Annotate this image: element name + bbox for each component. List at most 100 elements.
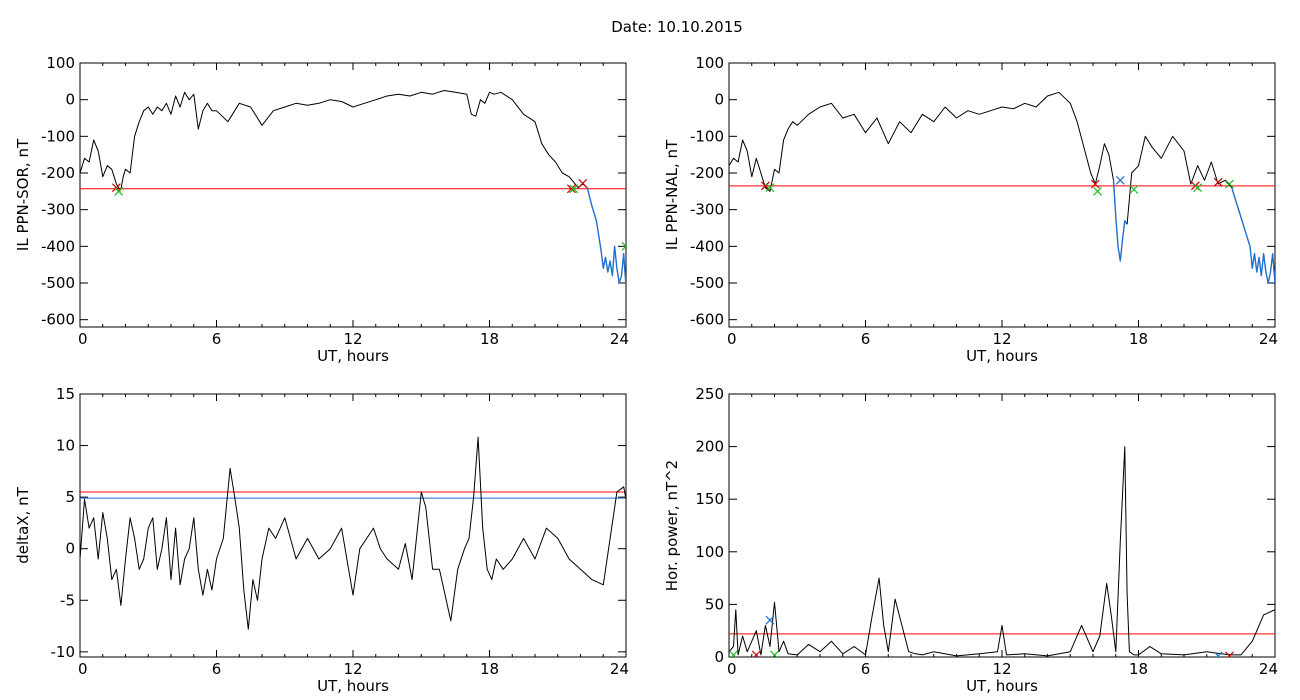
marker-stroke — [1225, 179, 1234, 189]
x-tick-label: 18 — [480, 660, 499, 678]
event-marker-green — [729, 650, 738, 657]
marker-stroke — [1216, 651, 1223, 657]
y-axis-label: IL PPN-NAL, nT — [663, 139, 681, 250]
y-tick-label: 100 — [46, 54, 75, 72]
y-axis-label: IL PPN-SOR, nT — [14, 138, 32, 251]
x-tick-label: 12 — [992, 660, 1011, 678]
y-tick-label: 10 — [56, 437, 75, 455]
series-line-0 — [80, 436, 626, 630]
event-marker-red — [1090, 179, 1100, 189]
plot-frame — [79, 393, 627, 658]
y-tick-label: -600 — [690, 311, 724, 329]
y-tick-label: -5 — [60, 591, 75, 609]
x-tick-label: 12 — [343, 660, 362, 678]
marker-stroke — [569, 184, 579, 194]
chart-panel-sor: 0 6 12 18 24 100 0 -100 -200 -300 -400 -500 -600 UT, … — [14, 54, 629, 365]
y-tick-label: 250 — [695, 385, 724, 403]
event-marker-red — [578, 178, 588, 188]
x-axis-label: UT, hours — [317, 347, 389, 365]
y-tick-label: -600 — [41, 311, 75, 329]
y-tick-label: 200 — [695, 438, 724, 456]
x-tick-label: 24 — [610, 330, 629, 348]
x-tick-label: 6 — [861, 330, 871, 348]
y-tick-label: 0 — [714, 91, 724, 109]
marker-stroke — [753, 650, 761, 657]
event-marker-red — [760, 181, 770, 191]
x-tick-label: 6 — [861, 660, 871, 678]
event-marker-green — [765, 183, 775, 193]
y-tick-label: 5 — [65, 488, 75, 506]
series-line-0 — [80, 90, 588, 190]
x-tick-label: 0 — [78, 660, 88, 678]
marker-stroke — [1090, 179, 1100, 189]
x-tick-label: 0 — [727, 660, 737, 678]
x-tick-label: 12 — [343, 330, 362, 348]
x-tick-label: 24 — [1259, 660, 1278, 678]
marker-stroke — [578, 178, 588, 188]
x-tick-label: 18 — [480, 330, 499, 348]
x-tick-label: 0 — [727, 330, 737, 348]
event-marker-blue — [1115, 175, 1125, 185]
x-tick-label: 6 — [212, 330, 222, 348]
marker-stroke — [765, 183, 775, 193]
event-marker-red — [751, 650, 761, 657]
x-tick-label: 0 — [78, 330, 88, 348]
series-line-1 — [586, 187, 626, 287]
event-marker-red — [1225, 651, 1234, 657]
event-marker-green — [114, 186, 124, 196]
plot-frame — [728, 62, 1276, 328]
series-line-2 — [1126, 135, 1233, 225]
marker-stroke — [760, 181, 770, 191]
chart-panel-power: 0 6 12 18 24 250 200 150 100 50 0 UT, hours Hor. pow… — [663, 385, 1278, 695]
y-tick-label: -200 — [41, 164, 75, 182]
y-tick-label: -200 — [690, 164, 724, 182]
plot-area — [80, 90, 626, 287]
marker-stroke — [1227, 651, 1234, 657]
y-tick-label: -300 — [690, 201, 724, 219]
x-tick-label: 12 — [992, 330, 1011, 348]
marker-stroke — [621, 241, 626, 248]
event-marker-red — [1213, 177, 1223, 187]
series-line-1 — [1112, 180, 1128, 262]
y-tick-label: -300 — [41, 201, 75, 219]
chart-panel-nal: 0 6 12 18 24 100 0 -100 -200 -300 -400 -500 -600 UT, … — [663, 54, 1278, 365]
y-tick-label: -400 — [41, 237, 75, 255]
y-tick-label: -100 — [690, 127, 724, 145]
event-marker-green — [1093, 186, 1102, 196]
y-tick-label: 150 — [695, 490, 724, 508]
marker-stroke — [111, 183, 121, 193]
y-tick-label: -500 — [690, 274, 724, 292]
marker-stroke — [765, 615, 775, 625]
series-line-0 — [729, 446, 1275, 657]
marker-stroke — [114, 186, 124, 196]
event-marker-blue — [765, 615, 775, 625]
x-tick-label: 6 — [212, 660, 222, 678]
plot-area — [729, 446, 1275, 657]
y-tick-label: 50 — [705, 595, 724, 613]
x-tick-label: 24 — [1259, 330, 1278, 348]
event-marker-green — [1129, 185, 1139, 194]
x-tick-label: 18 — [1129, 330, 1148, 348]
marker-stroke — [621, 245, 626, 251]
y-tick-label: -500 — [41, 274, 75, 292]
y-tick-label: -10 — [51, 643, 76, 661]
marker-stroke — [771, 650, 779, 657]
plot-area — [80, 436, 626, 630]
event-marker-red — [566, 184, 576, 194]
y-tick-label: 100 — [695, 54, 724, 72]
y-axis-label: deltaX, nT — [14, 486, 32, 563]
x-axis-label: UT, hours — [966, 347, 1038, 365]
marker-stroke — [1093, 186, 1102, 196]
series-line-0 — [729, 91, 1114, 192]
x-tick-label: 18 — [1129, 660, 1148, 678]
y-tick-label: 100 — [695, 543, 724, 561]
y-axis-label: Hor. power, nT^2 — [663, 460, 681, 591]
figure-title: Date: 10.10.2015 — [611, 18, 743, 36]
event-marker-green — [569, 184, 579, 194]
chart-panel-deltax: 0 6 12 18 24 15 10 5 0 -5 -10 UT, hours deltaX, nT — [14, 385, 629, 695]
marker-stroke — [1115, 175, 1125, 185]
marker-stroke — [730, 650, 738, 657]
event-marker-green — [1225, 179, 1234, 189]
plot-area — [729, 91, 1275, 284]
